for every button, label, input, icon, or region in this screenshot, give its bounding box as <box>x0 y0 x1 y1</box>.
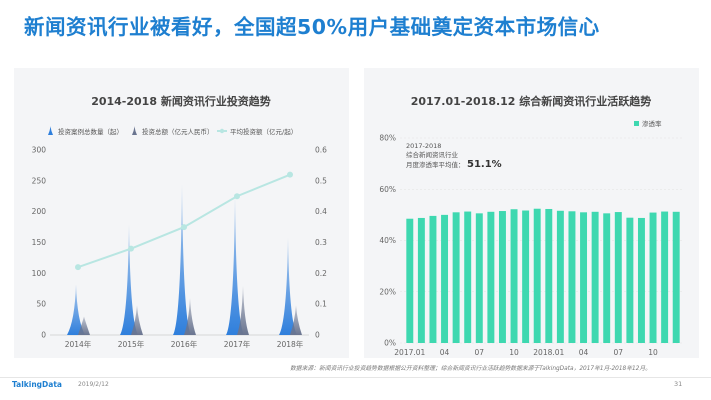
bar <box>533 208 541 343</box>
x-tick-label: 2016年 <box>171 339 198 349</box>
bar <box>290 305 302 335</box>
bar <box>406 218 414 343</box>
bar <box>568 211 576 343</box>
bar <box>580 212 588 343</box>
y-right-tick-label: 0.2 <box>315 269 327 278</box>
bar <box>556 210 564 343</box>
x-tick-label: 07 <box>614 348 624 357</box>
x-tick-label: 10 <box>648 348 658 357</box>
x-tick-label: 2014年 <box>65 339 92 349</box>
bar <box>522 210 530 343</box>
y-left-tick-label: 100 <box>32 269 47 278</box>
line-point <box>128 245 134 252</box>
bar <box>661 211 669 343</box>
bar <box>441 214 449 343</box>
legend-marker <box>132 126 137 135</box>
bar <box>649 212 657 343</box>
y-left-tick-label: 0 <box>41 331 46 340</box>
y-left-tick-label: 200 <box>32 207 47 216</box>
bar <box>120 224 138 335</box>
x-tick-label: 07 <box>475 348 485 357</box>
bar <box>226 196 244 335</box>
legend-marker <box>48 126 53 135</box>
bar <box>417 217 425 343</box>
bar <box>452 212 460 343</box>
y-right-tick-label: 0.3 <box>315 238 327 247</box>
bar <box>626 217 634 343</box>
y-right-tick-label: 0 <box>315 331 320 340</box>
bar <box>637 217 645 343</box>
legend-marker <box>634 121 639 126</box>
x-tick-label: 2015年 <box>118 339 145 349</box>
annotation-line: 综合新闻资讯行业 <box>406 150 459 159</box>
legend-label: 平均投资额（亿元/起） <box>230 127 297 136</box>
bar <box>603 213 611 343</box>
annotation-line: 2017-2018 <box>406 142 441 150</box>
series-line <box>77 173 291 269</box>
y-tick-label: 0% <box>384 339 396 348</box>
y-right-tick-label: 0.4 <box>315 207 327 216</box>
y-right-tick-label: 0.5 <box>315 176 327 185</box>
annotation-value: 51.1% <box>467 159 502 170</box>
y-left-tick-label: 150 <box>32 238 47 247</box>
source-note: 数据来源：新闻资讯行业投资趋势数据根据公开资料整理；综合新闻资讯行业活跃趋势数据… <box>290 366 651 372</box>
activity-trend-panel: 2017.01-2018.12 综合新闻资讯行业活跃趋势渗透率 0% 20% 40% 6… <box>364 68 699 358</box>
bar <box>614 212 622 343</box>
x-tick-label: 04 <box>440 348 450 357</box>
line-point <box>181 224 187 231</box>
x-tick-label: 10 <box>509 348 519 357</box>
y-left-tick-label: 300 <box>32 146 47 155</box>
bar <box>67 284 85 335</box>
legend-marker <box>219 128 225 134</box>
annotation-label: 月度渗透率平均值： <box>406 160 465 169</box>
chart-title: 2014-2018 新闻资讯行业投资趋势 <box>91 94 271 108</box>
investment-trend-panel: 2014-2018 新闻资讯行业投资趋势投资案例总数量（起） 投资总额（亿元人民币… <box>14 68 349 358</box>
bar <box>510 209 518 343</box>
bar <box>464 211 472 343</box>
report-date: 2019/2/12 <box>78 381 109 388</box>
y-tick-label: 20% <box>379 287 396 296</box>
footer-divider <box>0 377 711 378</box>
x-tick-label: 2018年 <box>277 339 304 349</box>
x-tick-label: 2018.01 <box>533 348 564 357</box>
y-tick-label: 40% <box>379 236 396 245</box>
x-tick-label: 2017年 <box>224 339 251 349</box>
y-right-tick-label: 0.1 <box>315 300 327 309</box>
bar <box>131 305 143 335</box>
line-point <box>75 264 81 271</box>
bar <box>591 211 599 343</box>
x-tick-label: 04 <box>579 348 589 357</box>
y-tick-label: 80% <box>379 134 396 143</box>
bar <box>78 316 90 335</box>
y-left-tick-label: 250 <box>32 176 47 185</box>
brand-logo: TalkingData <box>12 380 62 389</box>
page-title: 新闻资讯行业被看好，全国超50%用户基础奠定资本市场信心 <box>24 15 600 39</box>
legend-label: 投资总额（亿元人民币） <box>142 127 214 136</box>
bar <box>545 208 553 343</box>
x-tick-label: 2017.01 <box>394 348 425 357</box>
bar <box>237 285 249 335</box>
bar <box>475 213 483 343</box>
y-left-tick-label: 50 <box>36 300 46 309</box>
y-right-tick-label: 0.6 <box>315 146 327 155</box>
bar <box>184 298 196 335</box>
chart-title: 2017.01-2018.12 综合新闻资讯行业活跃趋势 <box>411 94 652 108</box>
page-number: 31 <box>674 380 683 388</box>
bar <box>487 211 495 343</box>
line-point <box>234 193 240 200</box>
line-point <box>287 171 293 178</box>
legend-label: 渗透率 <box>642 119 662 128</box>
bar <box>429 215 437 343</box>
bar <box>279 237 297 335</box>
legend-label: 投资案例总数量（起） <box>58 127 123 136</box>
bar <box>173 183 191 335</box>
y-tick-label: 60% <box>379 185 396 194</box>
bar <box>672 211 680 343</box>
bar <box>498 211 506 343</box>
